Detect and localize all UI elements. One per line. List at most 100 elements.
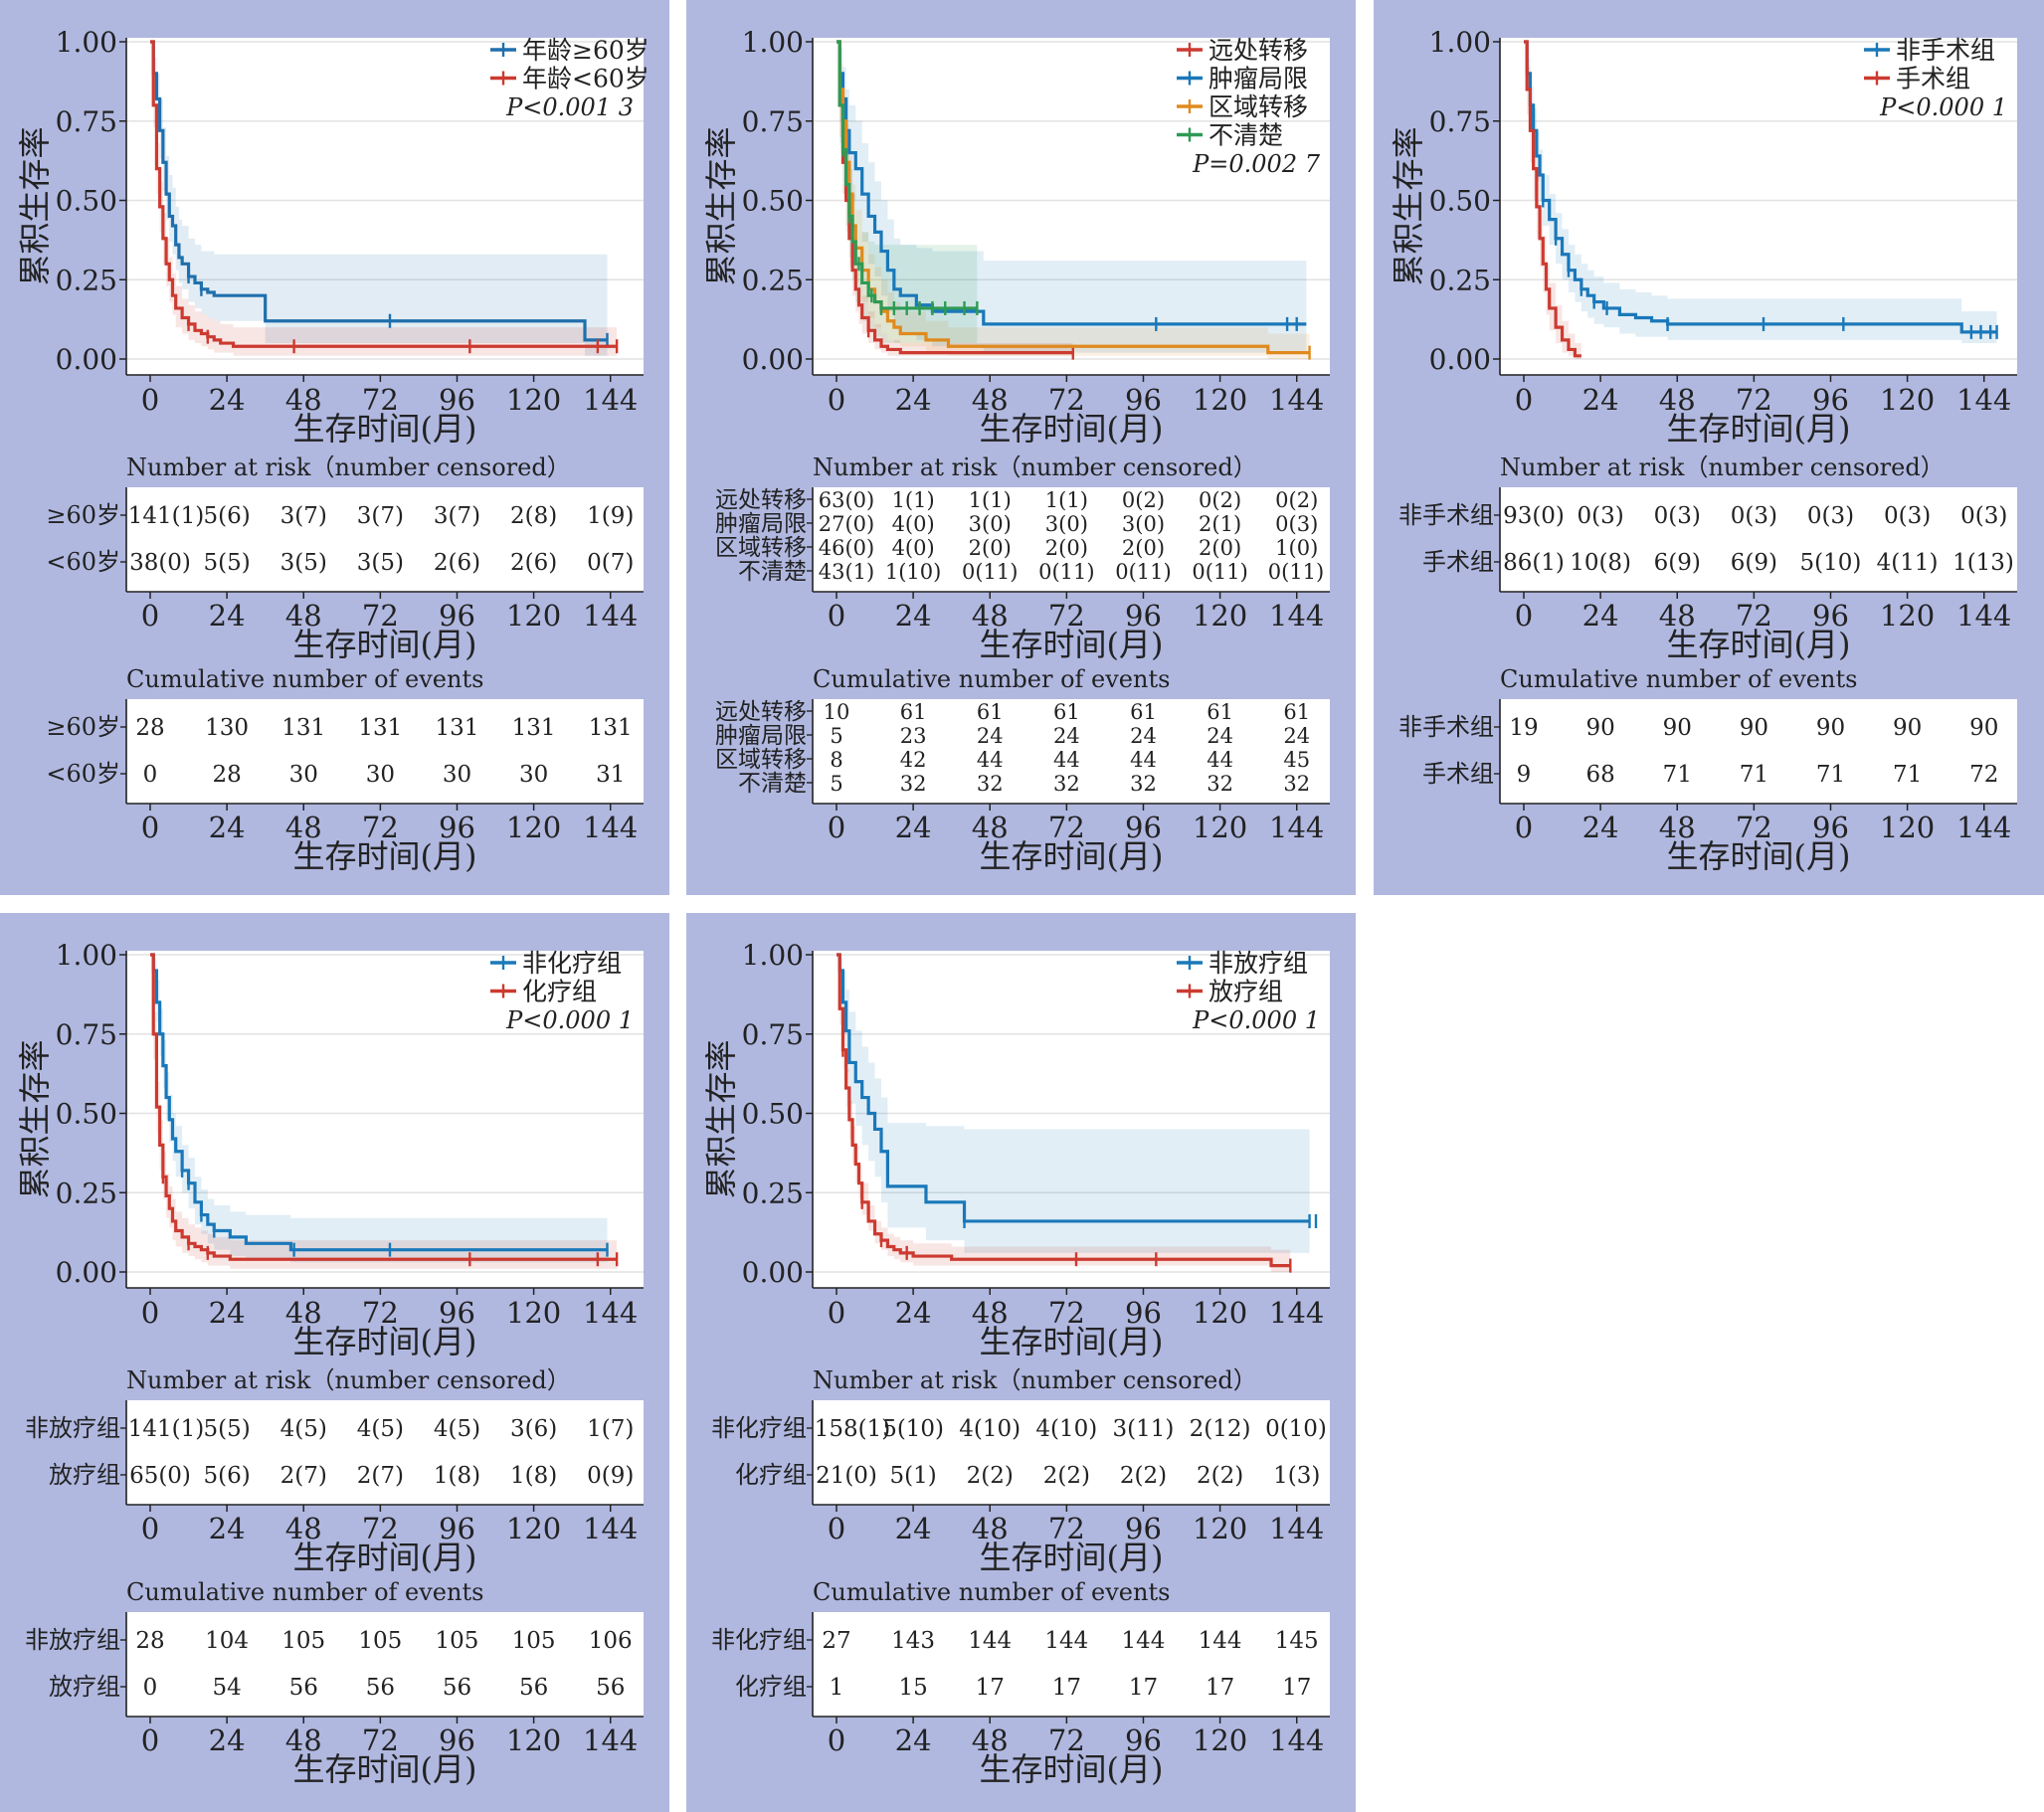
row-label: <60岁: [46, 760, 120, 788]
x-tick-label: 48: [285, 811, 322, 844]
row-label: 非手术组: [1398, 501, 1494, 529]
legend-label: 放疗组: [1208, 978, 1283, 1006]
table-cell: 2(0): [1122, 536, 1165, 560]
table-cell: 1(1): [1045, 488, 1088, 512]
km-panel-stage: 0.00 0.25 0.50 0.75 1.00 0 24 48 72 96 120 144 生存时间(…: [686, 0, 1356, 895]
table-cell: 5(10): [1800, 550, 1862, 576]
x-tick-label: 0: [828, 1296, 845, 1330]
ci-band: [836, 42, 978, 344]
table-cell: 3(7): [357, 503, 404, 529]
row-label: 肿瘤局限: [715, 511, 807, 537]
table-x-axis-title: 生存时间(月): [980, 626, 1164, 663]
x-tick-label: 24: [1582, 811, 1619, 844]
row-label: 化疗组: [735, 1461, 807, 1489]
survival-curve: [150, 953, 618, 1261]
row-label: 远处转移: [715, 699, 807, 725]
x-tick-label: 0: [828, 1723, 845, 1757]
x-tick-label: 24: [895, 1512, 932, 1545]
x-tick-label: 24: [209, 1296, 246, 1330]
table-cell: 0(11): [962, 560, 1018, 584]
table-area: [813, 1612, 1330, 1717]
table-cell: 24: [977, 724, 1004, 748]
survival-curve: [836, 40, 1073, 355]
table-cell: 24: [1207, 724, 1233, 748]
table-cell: 2(0): [1199, 536, 1241, 560]
km-chart-svg: 0.00 0.25 0.50 0.75 1.00 0 24 48 72 96 120 144 生存时间(…: [16, 26, 650, 875]
x-tick-label: 0: [828, 383, 845, 417]
table-cell: 0(3): [1275, 512, 1318, 536]
legend-label: 化疗组: [522, 978, 597, 1006]
row-label: 远处转移: [715, 487, 807, 513]
table-cell: 0(3): [1884, 503, 1931, 529]
km-panel-radio: 0.00 0.25 0.50 0.75 1.00 0 24 48 72 96 120 144 生存时间(…: [686, 913, 1356, 1812]
row-label: 非化疗组: [711, 1414, 807, 1442]
table-cell: 1(0): [1275, 536, 1318, 560]
table-cell: 8: [830, 748, 842, 772]
x-tick-label: 24: [209, 599, 246, 633]
legend-label: 肿瘤局限: [1208, 65, 1308, 93]
table-cell: 141(1): [128, 1416, 204, 1442]
table-cell: 4(0): [892, 512, 935, 536]
table-x-axis-title: 生存时间(月): [293, 1750, 477, 1788]
x-tick-label: 0: [141, 383, 159, 417]
table-title: Cumulative number of events: [813, 665, 1170, 693]
x-tick-label: 0: [1515, 599, 1533, 633]
x-tick-label: 0: [141, 1723, 159, 1757]
table-cell: 2(0): [969, 536, 1012, 560]
x-tick-label: 96: [1125, 1512, 1162, 1545]
table-cell: 56: [519, 1675, 548, 1701]
table-cell: 131: [358, 715, 402, 741]
table-cell: 72: [1969, 762, 1998, 788]
y-tick-label: 0.00: [742, 1256, 804, 1289]
table-cell: 1(1): [969, 488, 1012, 512]
row-label: 手术组: [1422, 548, 1494, 576]
row-label: 放疗组: [49, 1673, 120, 1701]
table-cell: 56: [366, 1675, 395, 1701]
row-label: 手术组: [1422, 760, 1494, 788]
table-cell: 44: [1130, 748, 1157, 772]
table-cell: 61: [1130, 700, 1157, 724]
row-label: 放疗组: [49, 1461, 120, 1489]
ci-band: [836, 42, 1310, 359]
table-cell: 4(5): [434, 1416, 480, 1442]
x-tick-label: 24: [209, 383, 246, 417]
table-title: Cumulative number of events: [126, 665, 483, 693]
ci-band: [150, 42, 618, 356]
table-x-axis-title: 生存时间(月): [293, 1539, 477, 1576]
table-cell: 90: [1816, 715, 1845, 741]
table-cell: 15: [898, 1675, 927, 1701]
x-tick-label: 72: [1736, 383, 1772, 417]
table-cell: 5(6): [204, 1463, 251, 1489]
table-cell: 65(0): [129, 1463, 191, 1489]
y-tick-label: 0.75: [742, 105, 804, 138]
ci-band: [836, 955, 1310, 1253]
p-value: P<0.000 1: [1879, 93, 2007, 121]
table-cell: 32: [977, 772, 1004, 796]
x-tick-label: 48: [1659, 811, 1696, 844]
table-cell: 3(7): [280, 503, 327, 529]
table-cell: 2(2): [967, 1463, 1014, 1489]
table-cell: 131: [436, 715, 479, 741]
x-tick-label: 0: [141, 599, 159, 633]
table-cell: 106: [589, 1628, 633, 1654]
x-tick-label: 48: [972, 599, 1009, 633]
table-cell: 71: [1740, 762, 1768, 788]
table-cell: 2(6): [434, 550, 480, 576]
table-cell: 30: [519, 762, 548, 788]
table-cell: 105: [281, 1628, 325, 1654]
table-cell: 2(7): [280, 1463, 327, 1489]
table-cell: 131: [512, 715, 556, 741]
x-tick-label: 24: [1582, 599, 1619, 633]
table-cell: 90: [1663, 715, 1692, 741]
x-tick-label: 120: [1193, 1296, 1247, 1330]
x-tick-label: 72: [1048, 599, 1085, 633]
table-cell: 3(0): [1045, 512, 1088, 536]
table-cell: 4(0): [892, 536, 935, 560]
table-cell: 6(9): [1731, 550, 1777, 576]
table-cell: 144: [968, 1628, 1012, 1654]
survival-curve: [150, 40, 608, 342]
table-cell: 30: [443, 762, 471, 788]
table-cell: 43(1): [819, 560, 874, 584]
x-tick-label: 96: [439, 1723, 475, 1757]
row-label: 非放疗组: [25, 1414, 120, 1442]
